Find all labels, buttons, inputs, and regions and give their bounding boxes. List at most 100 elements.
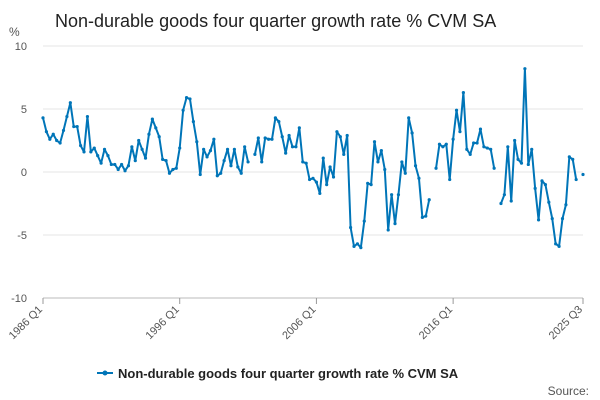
data-point[interactable] <box>178 146 182 150</box>
data-point[interactable] <box>181 108 185 112</box>
data-point[interactable] <box>519 161 524 165</box>
data-point[interactable] <box>41 116 45 120</box>
data-point[interactable] <box>82 150 86 154</box>
data-point[interactable] <box>581 172 585 177</box>
data-point[interactable] <box>130 145 134 149</box>
data-point[interactable] <box>198 172 202 177</box>
data-point[interactable] <box>72 125 76 129</box>
data-point[interactable] <box>417 176 421 180</box>
data-point[interactable] <box>342 152 346 156</box>
data-point[interactable] <box>407 116 411 120</box>
data-point[interactable] <box>321 156 325 160</box>
data-point[interactable] <box>352 244 356 248</box>
data-point[interactable] <box>61 128 66 133</box>
data-point[interactable] <box>331 175 336 179</box>
data-point[interactable] <box>113 162 117 167</box>
data-point[interactable] <box>560 217 565 221</box>
data-point[interactable] <box>516 157 520 161</box>
data-point[interactable] <box>123 169 127 173</box>
data-point[interactable] <box>567 155 571 159</box>
data-point[interactable] <box>126 164 131 168</box>
data-point[interactable] <box>202 147 206 151</box>
data-point[interactable] <box>65 114 69 119</box>
data-point[interactable] <box>96 154 100 158</box>
data-point[interactable] <box>424 214 428 218</box>
data-point[interactable] <box>92 146 96 150</box>
data-point[interactable] <box>325 183 329 187</box>
data-point[interactable] <box>222 159 226 163</box>
data-point[interactable] <box>51 132 55 136</box>
data-point[interactable] <box>167 171 172 175</box>
data-point[interactable] <box>58 141 62 145</box>
data-point[interactable] <box>48 137 52 141</box>
data-point[interactable] <box>75 125 79 129</box>
data-point[interactable] <box>137 138 141 143</box>
data-point[interactable] <box>526 162 530 167</box>
data-point[interactable] <box>154 126 158 130</box>
data-point[interactable] <box>174 166 178 170</box>
data-point[interactable] <box>171 167 175 172</box>
data-point[interactable] <box>89 150 93 154</box>
data-point[interactable] <box>287 133 291 138</box>
data-point[interactable] <box>280 135 284 139</box>
data-point[interactable] <box>536 218 541 222</box>
data-point[interactable] <box>420 215 424 219</box>
data-point[interactable] <box>301 160 305 164</box>
data-point[interactable] <box>161 157 165 161</box>
data-point[interactable] <box>554 242 558 246</box>
data-point[interactable] <box>475 141 479 145</box>
data-point[interactable] <box>205 155 209 159</box>
data-point[interactable] <box>359 246 363 250</box>
data-point[interactable] <box>55 138 59 143</box>
data-point[interactable] <box>106 154 110 158</box>
data-point[interactable] <box>284 151 288 155</box>
data-point[interactable] <box>547 200 551 204</box>
data-point[interactable] <box>454 108 459 112</box>
data-point[interactable] <box>184 96 189 100</box>
data-point[interactable] <box>448 177 452 182</box>
data-point[interactable] <box>120 162 124 167</box>
data-point[interactable] <box>232 147 236 151</box>
data-point[interactable] <box>109 162 113 167</box>
data-point[interactable] <box>403 171 407 175</box>
data-point[interactable] <box>523 67 527 71</box>
data-point[interactable] <box>396 193 401 197</box>
data-point[interactable] <box>543 183 548 187</box>
data-point[interactable] <box>513 138 517 143</box>
data-point[interactable] <box>413 164 418 168</box>
data-point[interactable] <box>99 161 103 165</box>
data-point[interactable] <box>188 97 192 101</box>
data-point[interactable] <box>379 148 383 153</box>
data-point[interactable] <box>85 114 90 119</box>
data-point[interactable] <box>564 203 568 207</box>
data-point[interactable] <box>540 179 544 183</box>
data-point[interactable] <box>215 174 219 178</box>
data-point[interactable] <box>410 131 414 135</box>
data-point[interactable] <box>393 222 397 226</box>
data-point[interactable] <box>318 191 322 196</box>
data-point[interactable] <box>348 225 353 230</box>
data-point[interactable] <box>328 165 332 169</box>
data-point[interactable] <box>427 198 431 202</box>
data-point[interactable] <box>78 143 83 148</box>
data-point[interactable] <box>390 193 394 197</box>
data-point[interactable] <box>150 117 154 121</box>
data-point[interactable] <box>499 201 503 206</box>
data-point[interactable] <box>451 137 455 141</box>
data-point[interactable] <box>195 140 199 144</box>
data-point[interactable] <box>372 140 377 144</box>
data-point[interactable] <box>465 147 469 151</box>
data-point[interactable] <box>468 152 472 156</box>
data-point[interactable] <box>140 147 144 151</box>
data-point[interactable] <box>311 176 315 180</box>
data-point[interactable] <box>236 165 240 169</box>
data-point[interactable] <box>277 120 281 124</box>
data-point[interactable] <box>260 160 264 164</box>
data-point[interactable] <box>191 120 195 124</box>
data-point[interactable] <box>219 171 223 175</box>
data-point[interactable] <box>266 137 271 141</box>
data-point[interactable] <box>338 135 342 139</box>
data-point[interactable] <box>253 152 257 156</box>
data-point[interactable] <box>314 180 319 184</box>
data-point[interactable] <box>102 147 107 151</box>
